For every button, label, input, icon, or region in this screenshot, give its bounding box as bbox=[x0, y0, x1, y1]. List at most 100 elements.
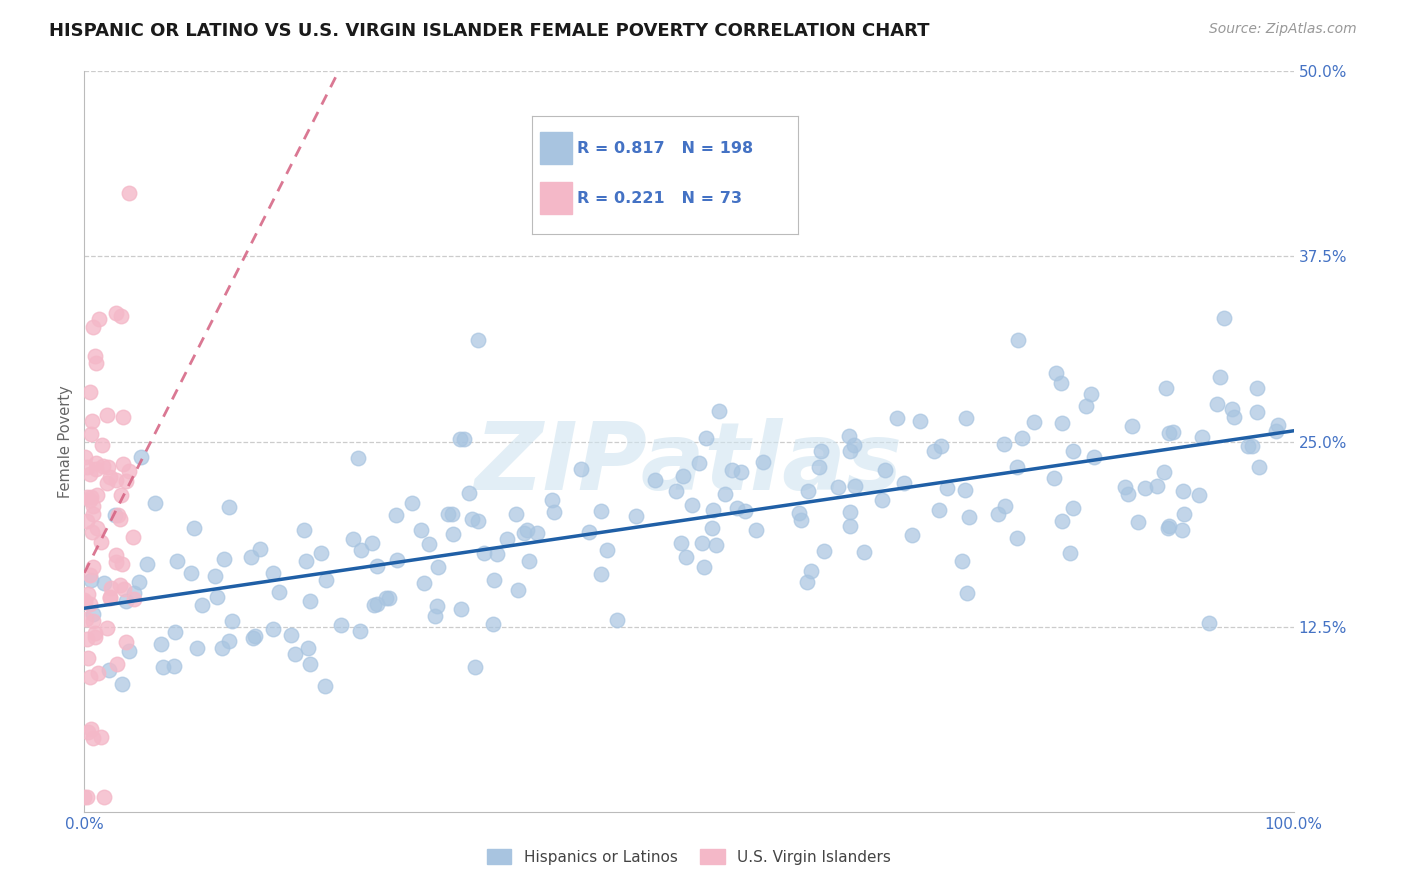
Point bbox=[589, 504, 612, 518]
Point bbox=[207, 591, 229, 605]
Point bbox=[413, 575, 436, 590]
Point bbox=[516, 523, 538, 537]
Point bbox=[98, 591, 121, 606]
Y-axis label: Female Poverty: Female Poverty bbox=[58, 385, 73, 498]
Point bbox=[1171, 523, 1194, 537]
Point bbox=[950, 554, 973, 568]
Point bbox=[1049, 376, 1071, 390]
Point bbox=[875, 463, 897, 477]
Point bbox=[262, 566, 284, 580]
Point bbox=[1159, 425, 1181, 440]
Point bbox=[1114, 480, 1136, 494]
Point bbox=[350, 543, 373, 558]
Point bbox=[122, 591, 145, 606]
Point bbox=[1045, 366, 1067, 380]
Point bbox=[929, 439, 952, 453]
Point bbox=[378, 591, 401, 606]
Point bbox=[700, 521, 723, 535]
Point bbox=[104, 508, 127, 522]
Point bbox=[180, 566, 202, 581]
Point bbox=[730, 465, 752, 479]
Point bbox=[122, 586, 145, 600]
Point bbox=[484, 574, 506, 588]
Point bbox=[82, 731, 104, 745]
Point bbox=[838, 428, 860, 442]
Point bbox=[87, 312, 110, 326]
Point bbox=[366, 598, 388, 612]
Point bbox=[83, 349, 105, 363]
Point bbox=[110, 512, 132, 526]
Point bbox=[721, 463, 744, 477]
Point bbox=[79, 723, 101, 737]
Point bbox=[672, 468, 695, 483]
Point bbox=[744, 524, 766, 538]
Text: Source: ZipAtlas.com: Source: ZipAtlas.com bbox=[1209, 22, 1357, 37]
Point bbox=[163, 625, 186, 640]
Point bbox=[423, 608, 446, 623]
Point bbox=[90, 438, 112, 452]
Point bbox=[1161, 425, 1184, 439]
Point bbox=[128, 574, 150, 589]
Point bbox=[908, 414, 931, 428]
Point bbox=[1198, 615, 1220, 630]
Point bbox=[163, 658, 186, 673]
Point bbox=[77, 587, 100, 601]
Point bbox=[104, 555, 127, 569]
Point bbox=[872, 493, 894, 508]
Point bbox=[385, 508, 408, 522]
Point bbox=[671, 536, 693, 550]
Point bbox=[366, 559, 388, 574]
Point bbox=[100, 581, 122, 595]
Point bbox=[1267, 417, 1289, 432]
Point bbox=[1246, 381, 1268, 395]
Point bbox=[1171, 483, 1194, 498]
Point bbox=[105, 657, 128, 672]
Point bbox=[211, 640, 233, 655]
Point bbox=[166, 554, 188, 568]
Point bbox=[1246, 405, 1268, 419]
Point bbox=[135, 557, 157, 571]
Point bbox=[1206, 397, 1229, 411]
Point bbox=[1249, 460, 1271, 475]
Point bbox=[110, 557, 132, 571]
Point bbox=[115, 593, 138, 607]
Point bbox=[955, 585, 977, 599]
Text: HISPANIC OR LATINO VS U.S. VIRGIN ISLANDER FEMALE POVERTY CORRELATION CHART: HISPANIC OR LATINO VS U.S. VIRGIN ISLAND… bbox=[49, 22, 929, 40]
Point bbox=[97, 460, 120, 475]
Point bbox=[86, 457, 108, 471]
Point bbox=[1062, 501, 1084, 516]
Point bbox=[242, 632, 264, 646]
Point bbox=[90, 534, 112, 549]
Point bbox=[853, 544, 876, 558]
Point bbox=[77, 725, 100, 739]
Point bbox=[298, 657, 321, 671]
Point bbox=[886, 411, 908, 425]
Point bbox=[1191, 430, 1213, 444]
Point bbox=[117, 186, 139, 200]
Point bbox=[1050, 417, 1073, 431]
Point bbox=[665, 483, 688, 498]
Point bbox=[457, 485, 479, 500]
Point bbox=[84, 462, 107, 476]
Point bbox=[1135, 482, 1157, 496]
Point bbox=[280, 627, 302, 641]
Point bbox=[993, 437, 1015, 451]
Point bbox=[953, 483, 976, 498]
Point bbox=[1146, 478, 1168, 492]
Point bbox=[624, 508, 647, 523]
Point bbox=[96, 408, 118, 422]
Point bbox=[987, 507, 1010, 521]
Point bbox=[82, 615, 104, 629]
Point bbox=[91, 458, 114, 473]
Point bbox=[110, 488, 132, 502]
Point bbox=[796, 574, 818, 589]
Point bbox=[425, 599, 447, 613]
Point bbox=[994, 499, 1017, 513]
Point bbox=[314, 679, 336, 693]
Point bbox=[900, 528, 922, 542]
Point bbox=[1213, 310, 1236, 325]
Point bbox=[1076, 399, 1098, 413]
Point bbox=[1022, 415, 1045, 429]
Point bbox=[789, 513, 811, 527]
Point bbox=[84, 626, 107, 640]
